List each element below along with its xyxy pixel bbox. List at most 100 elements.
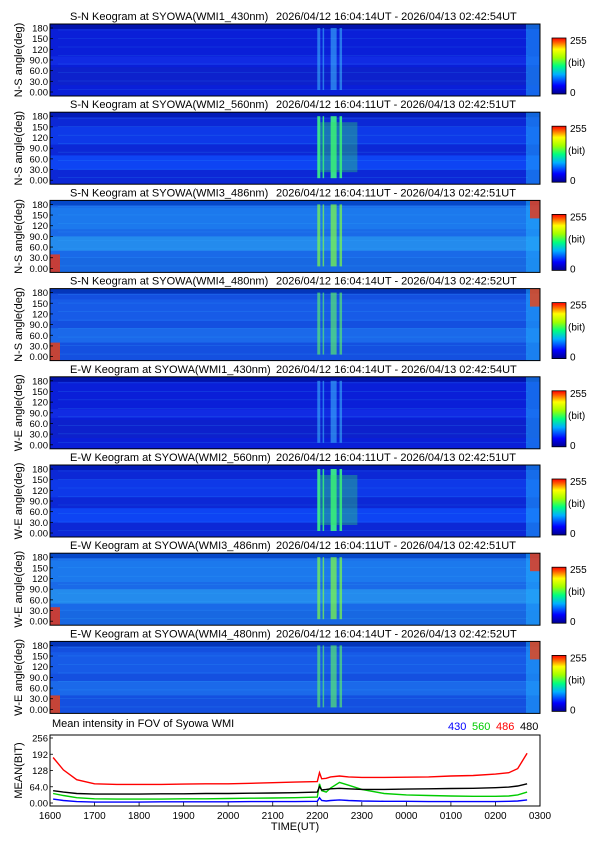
colorbar-unit-label: (bit) [568,146,585,157]
heatmap-band [50,299,540,321]
y-tick-label: 180 [32,641,48,652]
aurora-streak [317,380,321,443]
y-tick-label: 180 [32,112,48,123]
y-tick-label: 60.0 [30,684,49,695]
y-tick-label: 150 [32,122,48,133]
y-tick-label: 30.0 [30,341,49,352]
aurora-streak [317,28,321,90]
twilight-edge [526,112,540,185]
y-tick-label: 150 [32,387,48,398]
heatmap-band [50,409,540,418]
x-tick-label: 1700 [83,811,106,822]
y-tick-label: 90.0 [30,56,49,67]
heatmap-band [50,67,540,86]
y-tick-label: 120 [32,574,48,585]
heatmap-top-edge [50,465,540,470]
keogram-panel: E-W Keogram at SYOWA(WMI2_560nm) 2026/04/… [13,452,587,540]
colorbar-unit-label: (bit) [568,58,585,69]
line-plot-title: Mean intensity in FOV of Syowa WMI [52,718,234,730]
y-axis-label: N-S angle(deg) [13,199,25,274]
heatmap-top-edge [50,288,540,294]
colorbar-max-label: 255 [570,389,587,400]
colorbar [551,655,567,712]
panel-time-range: 2026/04/12 16:04:14UT - 2026/04/13 02:42… [276,628,517,640]
heatmap-band [50,652,540,674]
heatmap-band [50,681,540,696]
keogram-panel: E-W Keogram at SYOWA(WMI4_480nm) 2026/04/… [13,628,587,716]
x-tick-label: 2300 [351,811,374,822]
y-tick-label: 60.0 [30,419,49,430]
colorbar [551,213,567,271]
colorbar-min-label: 0 [570,88,576,99]
panel-title: E-W Keogram at SYOWA(WMI4_480nm) [70,628,271,640]
panel-title: S-N Keogram at SYOWA(WMI4_480nm) [70,276,268,288]
aurora-streak [330,204,337,267]
aurora-streak [322,557,325,620]
heatmap-band [50,420,540,438]
colorbar-min-label: 0 [570,176,576,187]
panel-time-range: 2026/04/12 16:04:14UT - 2026/04/13 02:42… [276,276,517,288]
aurora-streak [330,645,337,708]
heatmap-top-edge [50,24,540,29]
y-tick-label: 60.0 [30,154,49,165]
colorbar-max-label: 255 [570,477,587,488]
colorbar [551,125,567,183]
series-line-486 [52,752,528,786]
colorbar-max-label: 255 [570,301,587,312]
line-plot-frame [49,734,541,807]
panel-time-range: 2026/04/12 16:04:14UT - 2026/04/13 02:42… [276,364,517,376]
y-tick-label: 90.0 [30,585,49,596]
aurora-streak [322,28,325,90]
panel-time-range: 2026/04/12 16:04:14UT - 2026/04/13 02:42… [276,11,517,23]
aurora-streak [330,28,337,90]
x-tick-label: 0300 [529,811,552,822]
y-tick-label: 256 [32,734,48,745]
series-line-430 [53,796,528,803]
aurora-streak [339,380,343,443]
heatmap-image [50,465,540,537]
heatmap-band [50,479,540,498]
legend-entry-486: 486 [496,721,514,733]
y-tick-label: 192 [32,750,48,761]
aurora-streak [330,469,337,531]
colorbar-unit-label: (bit) [568,587,585,598]
panel-time-range: 2026/04/12 16:04:11UT - 2026/04/13 02:42… [276,452,516,464]
colorbar-unit-label: (bit) [568,499,585,510]
aurora-streak [322,204,325,267]
y-axis-label: W-E angle(deg) [13,374,25,451]
colorbar [551,37,567,95]
panel-title: S-N Keogram at SYOWA(WMI2_560nm) [70,99,268,111]
heatmap-band [50,56,540,66]
y-tick-label: 30.0 [30,253,49,264]
panel-time-range: 2026/04/12 16:04:11UT - 2026/04/13 02:42… [276,187,516,199]
panel-time-range: 2026/04/12 16:04:11UT - 2026/04/13 02:42… [276,99,516,111]
y-tick-label: 0.00 [30,799,49,810]
y-tick-label: 30.0 [30,518,49,529]
y-axis-label: W-E angle(deg) [13,463,25,540]
aurora-streak [339,557,343,620]
aurora-arc [319,122,358,173]
aurora-streak [317,645,321,708]
y-tick-label: 90.0 [30,144,49,155]
y-axis-label: W-E angle(deg) [13,639,25,716]
aurora-streak [322,116,325,179]
x-tick-label: 0100 [440,811,463,822]
colorbar-min-label: 0 [570,441,576,452]
colorbar-min-label: 0 [570,617,576,628]
y-tick-label: 60.0 [30,331,49,342]
x-tick-label: 2000 [217,811,240,822]
y-tick-label: 30.0 [30,430,49,441]
aurora-streak [339,292,343,355]
y-tick-label: 0.00 [30,88,49,99]
aurora-streak [317,469,321,531]
twilight-corner [50,254,60,273]
colorbar-max-label: 255 [570,212,587,223]
aurora-streak [330,380,337,443]
y-axis-label: W-E angle(deg) [13,551,25,628]
aurora-streak [330,292,337,355]
y-tick-label: 150 [32,563,48,574]
x-tick-label: 0000 [395,811,418,822]
y-tick-label: 150 [32,299,48,310]
y-tick-label: 30.0 [30,606,49,617]
keogram-panel: S-N Keogram at SYOWA(WMI1_430nm) 2026/04/… [13,11,587,99]
